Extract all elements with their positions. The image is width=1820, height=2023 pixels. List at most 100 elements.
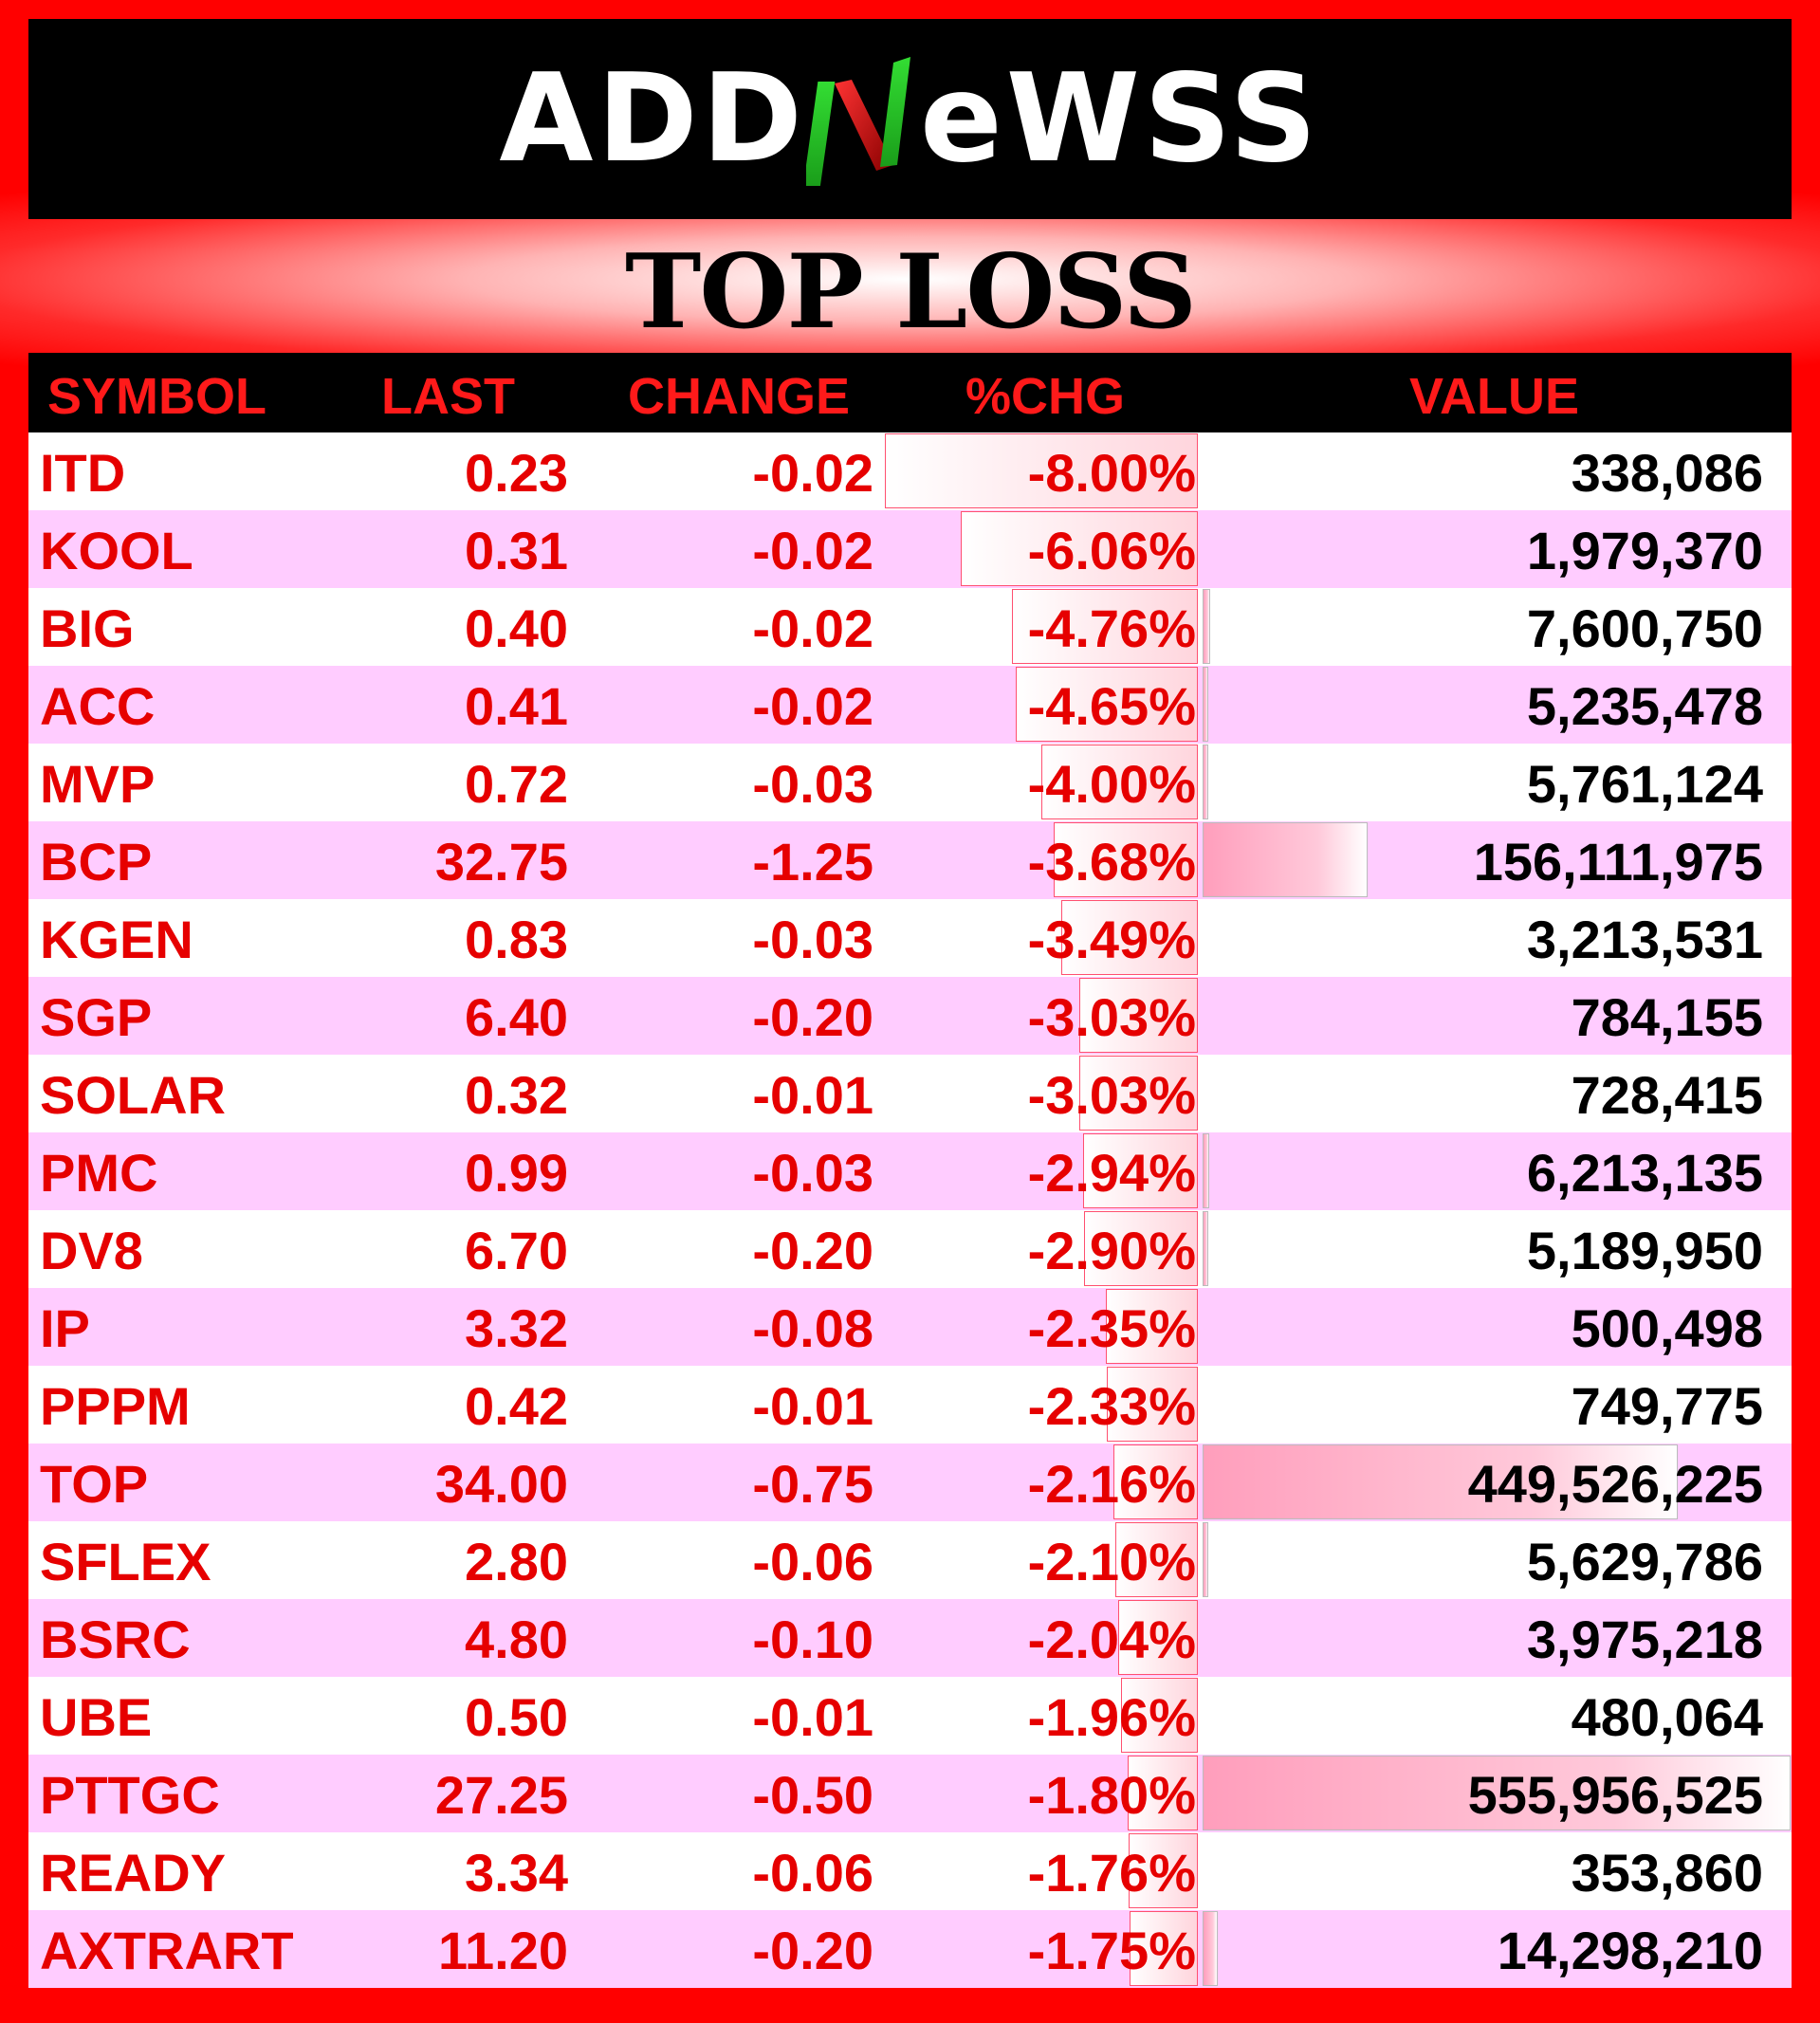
value-data-bar <box>1203 822 1368 897</box>
cell-last: 0.23 <box>465 443 568 503</box>
cell-pct-change: -4.00% <box>1027 754 1196 814</box>
cell-change: -0.20 <box>752 1921 873 1980</box>
cell-symbol: AXTRART <box>40 1921 294 1980</box>
cell-symbol: PMC <box>40 1143 158 1203</box>
value-data-bar <box>1203 589 1210 664</box>
cell-pct-change: -4.65% <box>1027 676 1196 736</box>
table-row: BIG 0.40 -0.02 -4.76% 7,600,750 <box>28 588 1792 666</box>
table-row: SOLAR 0.32 -0.01 -3.03% 728,415 <box>28 1055 1792 1132</box>
pct-change-data-bar <box>1061 900 1198 975</box>
pct-change-data-bar <box>1016 667 1198 742</box>
pct-change-data-bar <box>1129 1833 1198 1908</box>
header-symbol: SYMBOL <box>47 368 267 425</box>
cell-pct-change: -4.76% <box>1027 598 1196 658</box>
pct-change-data-bar <box>1115 1522 1198 1597</box>
cell-pct-change: -6.06% <box>1027 521 1196 580</box>
cell-symbol: TOP <box>40 1454 149 1514</box>
cell-symbol: PTTGC <box>40 1765 220 1825</box>
cell-symbol: SGP <box>40 987 153 1047</box>
pct-change-data-bar <box>1054 822 1198 897</box>
cell-value: 728,415 <box>1571 1065 1763 1125</box>
pct-change-data-bar <box>1128 1756 1198 1830</box>
cell-change: -0.02 <box>752 598 873 658</box>
cell-symbol: IP <box>40 1298 90 1358</box>
pct-change-data-bar <box>1107 1367 1198 1442</box>
value-data-bar <box>1203 667 1208 742</box>
cell-change: -0.08 <box>752 1298 873 1358</box>
logo-n-icon <box>805 56 910 186</box>
table-row: PTTGC 27.25 -0.50 -1.80% 555,956,525 <box>28 1755 1792 1832</box>
cell-pct-change: -2.90% <box>1027 1221 1196 1280</box>
cell-pct-change: -1.76% <box>1027 1843 1196 1903</box>
cell-value: 480,064 <box>1571 1687 1763 1747</box>
cell-change: -0.01 <box>752 1376 873 1436</box>
value-data-bar <box>1203 1444 1678 1519</box>
pct-change-data-bar <box>1130 1911 1198 1986</box>
value-data-bar <box>1203 1756 1791 1830</box>
table-row: BCP 32.75 -1.25 -3.68% 156,111,975 <box>28 821 1792 899</box>
value-data-bar <box>1203 1211 1208 1286</box>
pct-change-data-bar <box>885 433 1198 508</box>
cell-change: -0.01 <box>752 1065 873 1125</box>
cell-change: -0.06 <box>752 1532 873 1591</box>
cell-change: -0.75 <box>752 1454 873 1514</box>
logo-text-left: ADD <box>499 47 806 190</box>
cell-pct-change: -2.33% <box>1027 1376 1196 1436</box>
cell-last: 11.20 <box>437 1921 568 1980</box>
value-data-bar <box>1203 1133 1209 1208</box>
table-row: IP 3.32 -0.08 -2.35% 500,498 <box>28 1288 1792 1366</box>
header-pct-change: %CHG <box>965 368 1126 425</box>
cell-last: 4.80 <box>465 1609 568 1669</box>
cell-value: 6,213,135 <box>1526 1143 1763 1203</box>
table-row: READY 3.34 -0.06 -1.76% 353,860 <box>28 1832 1792 1910</box>
table-header: SYMBOL LAST CHANGE %CHG VALUE <box>28 353 1792 432</box>
cell-pct-change: -1.96% <box>1027 1687 1196 1747</box>
cell-pct-change: -1.75% <box>1027 1921 1196 1980</box>
table-row: ITD 0.23 -0.02 -8.00% 338,086 <box>28 432 1792 510</box>
pct-change-data-bar <box>1079 1056 1198 1131</box>
value-data-bar <box>1203 1522 1208 1597</box>
cell-value: 449,526,225 <box>1467 1454 1763 1514</box>
cell-value: 14,298,210 <box>1497 1921 1763 1980</box>
cell-last: 0.40 <box>465 598 568 658</box>
table-row: AXTRART 11.20 -0.20 -1.75% 14,298,210 <box>28 1910 1792 1988</box>
cell-value: 5,761,124 <box>1526 754 1763 814</box>
cell-value: 5,235,478 <box>1526 676 1763 736</box>
cell-pct-change: -3.03% <box>1027 987 1196 1047</box>
header-change: CHANGE <box>628 368 851 425</box>
cell-value: 5,629,786 <box>1526 1532 1763 1591</box>
cell-change: -0.02 <box>752 676 873 736</box>
cell-pct-change: -2.94% <box>1027 1143 1196 1203</box>
cell-last: 0.41 <box>465 676 568 736</box>
cell-change: -0.06 <box>752 1843 873 1903</box>
cell-pct-change: -1.80% <box>1027 1765 1196 1825</box>
title-banner: TOP LOSS <box>28 232 1792 352</box>
cell-symbol: PPPM <box>40 1376 191 1436</box>
cell-value: 156,111,975 <box>1473 832 1763 892</box>
cell-value: 338,086 <box>1571 443 1763 503</box>
cell-symbol: SFLEX <box>40 1532 211 1591</box>
value-data-bar <box>1203 1911 1218 1986</box>
pct-change-data-bar <box>1079 978 1198 1053</box>
cell-symbol: MVP <box>40 754 156 814</box>
cell-last: 34.00 <box>434 1454 568 1514</box>
table-row: DV8 6.70 -0.20 -2.90% 5,189,950 <box>28 1210 1792 1288</box>
cell-symbol: SOLAR <box>40 1065 226 1125</box>
cell-change: -0.20 <box>752 987 873 1047</box>
cell-symbol: ITD <box>40 443 126 503</box>
cell-change: -0.20 <box>752 1221 873 1280</box>
cell-symbol: READY <box>40 1843 227 1903</box>
cell-value: 7,600,750 <box>1526 598 1763 658</box>
cell-change: -0.03 <box>752 910 873 969</box>
pct-change-data-bar <box>1041 745 1198 819</box>
table-row: KOOL 0.31 -0.02 -6.06% 1,979,370 <box>28 510 1792 588</box>
cell-pct-change: -3.68% <box>1027 832 1196 892</box>
logo-text-right: eWSS <box>919 47 1321 190</box>
cell-symbol: KGEN <box>40 910 193 969</box>
pct-change-data-bar <box>1106 1289 1198 1364</box>
cell-pct-change: -8.00% <box>1027 443 1196 503</box>
cell-change: -0.02 <box>752 521 873 580</box>
cell-last: 0.42 <box>465 1376 568 1436</box>
cell-change: -0.01 <box>752 1687 873 1747</box>
addnewss-logo: ADD eWSS <box>499 47 1321 190</box>
